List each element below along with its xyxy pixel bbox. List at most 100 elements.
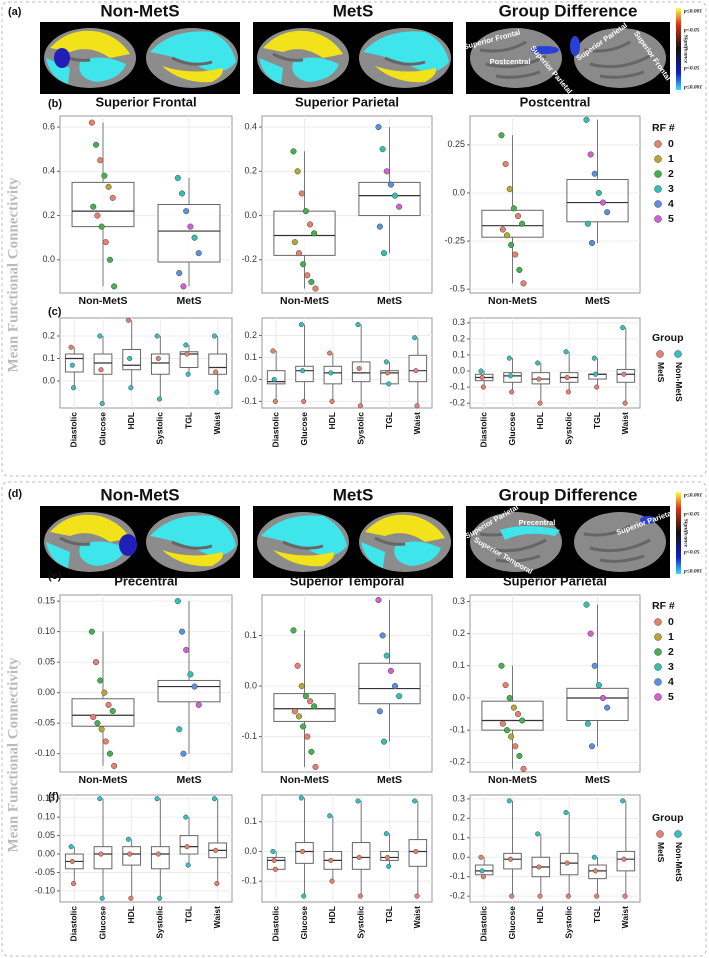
- y-tick-label: 0.1: [452, 660, 465, 670]
- x-tick-label: HDL: [327, 906, 337, 923]
- y-tick-label: -0.05: [34, 718, 55, 728]
- panel-label: (b): [48, 98, 62, 110]
- y-tick-label: 0.2: [452, 813, 465, 823]
- x-tick-label: TGL: [183, 906, 193, 923]
- data-point: [127, 355, 133, 362]
- plot-frame: [469, 794, 641, 903]
- x-tick-label: MetS: [585, 774, 610, 786]
- data-point: [155, 355, 161, 362]
- plot-frame: [59, 794, 233, 903]
- data-point: [622, 400, 628, 406]
- data-point: [184, 844, 190, 850]
- plot-frame: [469, 317, 641, 409]
- data-point: [595, 682, 602, 689]
- legend-swatch: [654, 155, 662, 163]
- y-tick-label: 0.1: [452, 349, 465, 359]
- data-point: [563, 809, 569, 816]
- data-point: [478, 368, 484, 374]
- box: [503, 852, 522, 870]
- data-point: [413, 848, 419, 855]
- data-point: [94, 720, 101, 727]
- y-tick-label: 0.4: [42, 166, 55, 176]
- data-point: [519, 220, 526, 227]
- data-point: [563, 349, 569, 355]
- data-point: [508, 733, 515, 740]
- box: [616, 850, 636, 872]
- data-point: [183, 646, 190, 653]
- data-point: [583, 601, 590, 608]
- data-point: [376, 223, 383, 230]
- y-axis-label: Mean Functional Connectivity: [5, 657, 21, 852]
- y-tick-label: -0.05: [34, 867, 55, 877]
- data-point: [587, 630, 594, 637]
- box: [122, 846, 142, 866]
- data-point: [327, 813, 333, 819]
- data-point: [479, 374, 485, 381]
- x-tick-label: HDL: [535, 906, 545, 923]
- y-tick-label: 0.05: [37, 657, 55, 667]
- legend-swatch: [654, 170, 662, 178]
- data-point: [306, 698, 314, 705]
- data-point: [127, 851, 133, 857]
- y-tick-label: 0.4: [244, 121, 257, 131]
- data-point: [304, 733, 311, 740]
- legend-label: 1: [668, 631, 674, 643]
- data-point: [299, 368, 306, 374]
- y-tick-label: 0.10: [37, 812, 55, 822]
- y-tick-label: 0.2: [244, 330, 257, 340]
- data-point: [98, 726, 105, 733]
- data-point: [271, 376, 277, 383]
- data-point: [308, 748, 315, 755]
- y-tick-label: 0.2: [452, 333, 465, 343]
- brain-title: Non-MetS: [100, 485, 179, 504]
- data-point: [294, 168, 301, 175]
- data-point: [356, 365, 362, 372]
- data-point: [509, 893, 515, 899]
- x-tick-label: TGL: [384, 906, 394, 923]
- x-tick-label: Waist: [212, 412, 222, 435]
- data-point: [383, 168, 390, 175]
- data-point: [380, 250, 388, 257]
- x-tick-label: Non-MetS: [79, 774, 128, 786]
- y-tick-label: 0.3: [452, 793, 465, 803]
- data-point: [211, 796, 218, 802]
- legend-label: Non-MetS: [674, 362, 684, 402]
- box: [566, 178, 629, 223]
- data-point: [128, 895, 134, 901]
- y-tick-label: -0.25: [444, 235, 465, 245]
- y-tick-label: 0.0: [42, 375, 55, 385]
- data-point: [387, 667, 394, 674]
- data-point: [412, 798, 418, 804]
- data-point: [591, 355, 597, 361]
- y-tick-label: 0.00: [37, 848, 55, 858]
- box: [351, 361, 371, 383]
- data-point: [106, 750, 114, 757]
- data-point: [176, 270, 183, 277]
- legend-label: 5: [668, 691, 674, 703]
- data-point: [357, 893, 363, 899]
- y-tick-label: 0.2: [244, 166, 257, 176]
- box: [179, 351, 199, 368]
- data-point: [356, 854, 362, 860]
- data-point: [68, 344, 74, 350]
- data-point: [502, 161, 509, 168]
- region-label: Postcentral: [490, 57, 531, 66]
- box: [157, 204, 221, 263]
- data-point: [384, 370, 391, 376]
- data-point: [357, 403, 363, 409]
- colorbar-label: p≤0.001: [683, 492, 702, 498]
- x-tick-label: MetS: [377, 295, 402, 307]
- data-point: [329, 878, 335, 884]
- data-point: [183, 342, 189, 348]
- y-tick-label: 0.1: [244, 816, 257, 826]
- legend-swatch: [654, 140, 662, 148]
- data-point: [97, 333, 103, 339]
- legend-label: 5: [668, 213, 674, 225]
- box: [208, 353, 228, 375]
- brain-images: [40, 8, 681, 94]
- data-point: [311, 230, 318, 237]
- x-tick-label: Glucose: [97, 906, 107, 940]
- data-point: [111, 283, 118, 290]
- plot-frame: [59, 317, 233, 409]
- data-point: [214, 389, 220, 395]
